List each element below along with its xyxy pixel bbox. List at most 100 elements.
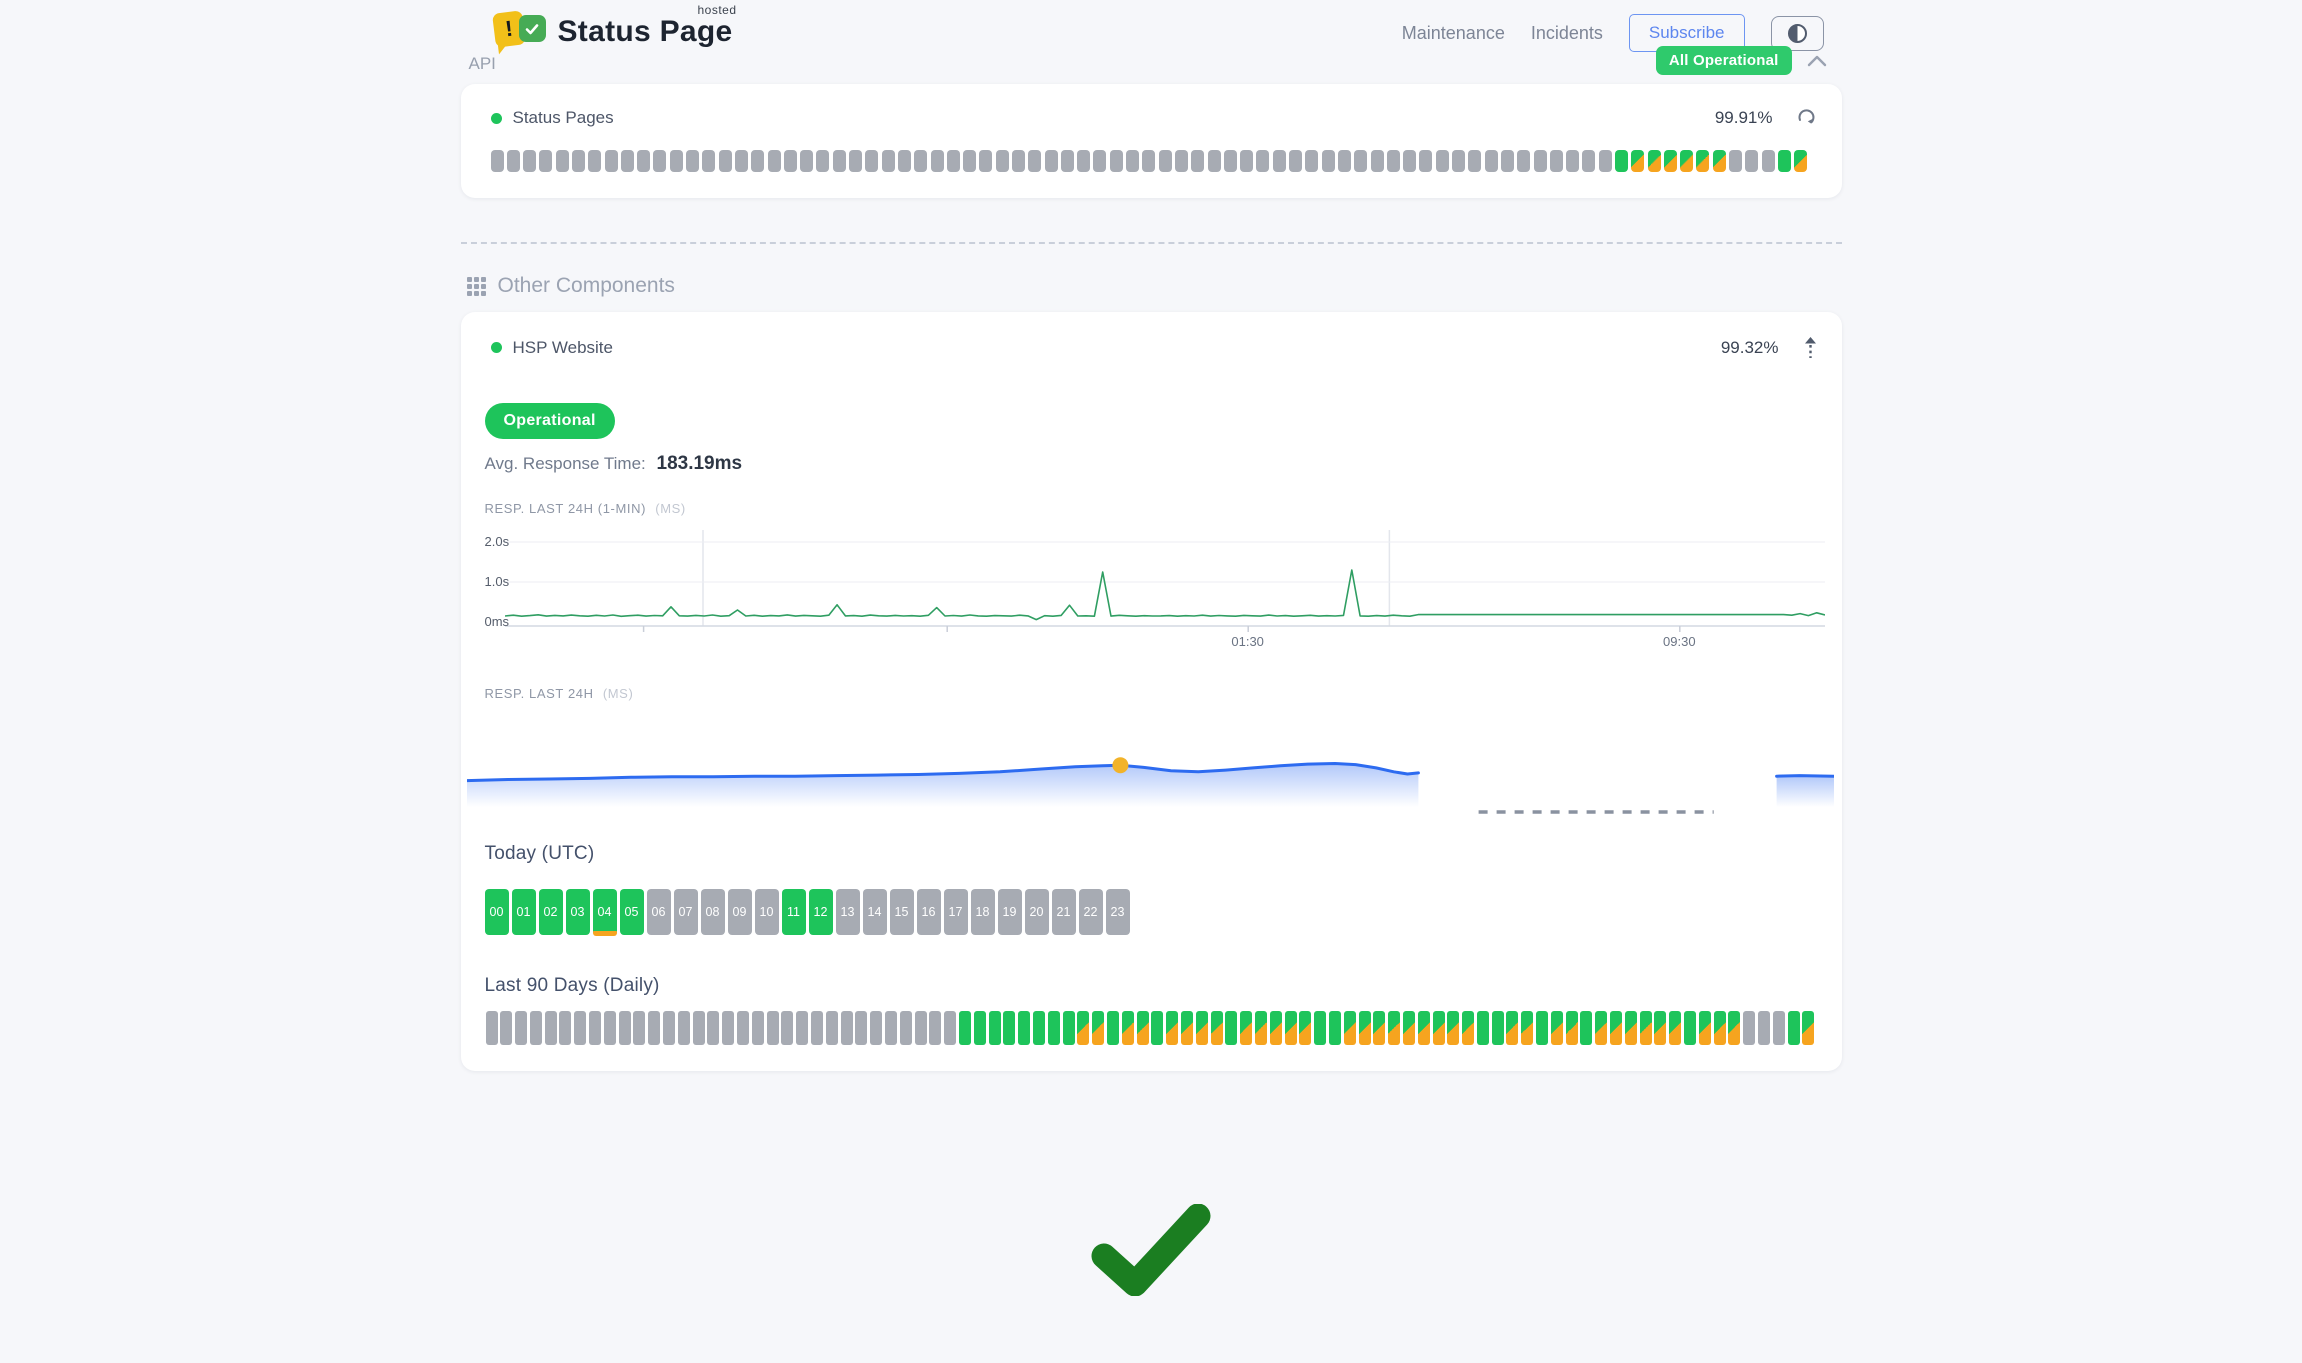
uptime-cell[interactable] [1417, 1011, 1430, 1045]
theme-toggle-button[interactable] [1770, 15, 1824, 51]
uptime-cell[interactable] [1743, 1011, 1756, 1045]
uptime-cell[interactable] [588, 150, 602, 172]
uptime-cell[interactable] [1728, 1011, 1741, 1045]
uptime-cell[interactable] [1225, 1011, 1238, 1045]
uptime-cell[interactable] [1654, 1011, 1667, 1045]
uptime-cell[interactable] [1595, 1011, 1608, 1045]
uptime-cell[interactable] [1207, 150, 1221, 172]
today-hours[interactable]: 00 01 02 03 04 05 06 07 08 09 10 11 12 13 14 15 16 17 18 19… [484, 889, 1818, 936]
last90-day-bars[interactable] [485, 1011, 1818, 1045]
uptime-cell[interactable] [1305, 150, 1319, 172]
uptime-cell[interactable] [767, 150, 781, 172]
uptime-cell[interactable] [800, 150, 814, 172]
arrow-up-dashed-icon[interactable] [1803, 336, 1818, 359]
uptime-cell[interactable] [1432, 1011, 1445, 1045]
refresh-icon[interactable] [1797, 108, 1818, 128]
uptime-cell[interactable] [1028, 150, 1042, 172]
uptime-cell[interactable] [707, 1011, 720, 1045]
uptime-cell[interactable] [515, 1011, 528, 1045]
uptime-cell[interactable] [1358, 1011, 1371, 1045]
uptime-cell[interactable] [620, 150, 634, 172]
uptime-cell[interactable] [1284, 1011, 1297, 1045]
uptime-cell[interactable] [1092, 1011, 1105, 1045]
hour-block[interactable]: 22 [1078, 889, 1103, 935]
hour-block[interactable]: 20 [1024, 889, 1049, 935]
uptime-cell[interactable] [1663, 150, 1677, 172]
uptime-cell[interactable] [1044, 150, 1058, 172]
uptime-cell[interactable] [718, 150, 732, 172]
uptime-cell[interactable] [1639, 1011, 1652, 1045]
uptime-cell[interactable] [1018, 1011, 1031, 1045]
uptime-cell[interactable] [929, 1011, 942, 1045]
uptime-cell[interactable] [1624, 1011, 1637, 1045]
uptime-cell[interactable] [1484, 150, 1498, 172]
uptime-cell[interactable] [1032, 1011, 1045, 1045]
uptime-cell[interactable] [946, 150, 960, 172]
uptime-cell[interactable] [1802, 1011, 1815, 1045]
hour-block[interactable]: 17 [943, 889, 968, 935]
uptime-cell[interactable] [1533, 150, 1547, 172]
uptime-cell[interactable] [881, 150, 895, 172]
uptime-cell[interactable] [897, 150, 911, 172]
uptime-cell[interactable] [1289, 150, 1303, 172]
uptime-cell[interactable] [1240, 1011, 1253, 1045]
uptime-cell[interactable] [1549, 150, 1563, 172]
uptime-cell[interactable] [1402, 1011, 1415, 1045]
uptime-cell[interactable] [751, 150, 765, 172]
chevron-up-icon[interactable] [1806, 54, 1828, 68]
uptime-cell[interactable] [1758, 1011, 1771, 1045]
uptime-cell[interactable] [1517, 150, 1531, 172]
uptime-cell[interactable] [633, 1011, 646, 1045]
hour-block[interactable]: 19 [997, 889, 1022, 935]
uptime-cell[interactable] [702, 150, 716, 172]
uptime-cell[interactable] [574, 1011, 587, 1045]
uptime-cell[interactable] [1566, 150, 1580, 172]
uptime-cell[interactable] [811, 1011, 824, 1045]
uptime-cell[interactable] [1647, 150, 1661, 172]
uptime-cell[interactable] [899, 1011, 912, 1045]
hour-block[interactable]: 01 [511, 889, 536, 935]
uptime-cell[interactable] [1343, 1011, 1356, 1045]
hour-block[interactable]: 11 [781, 889, 806, 935]
uptime-cell[interactable] [1696, 150, 1710, 172]
uptime-cell[interactable] [734, 150, 748, 172]
uptime-cell[interactable] [1047, 1011, 1060, 1045]
uptime-cell[interactable] [1062, 1011, 1075, 1045]
uptime-cell[interactable] [816, 150, 830, 172]
uptime-cell[interactable] [1452, 150, 1466, 172]
uptime-cell[interactable] [1314, 1011, 1327, 1045]
uptime-cell[interactable] [669, 150, 683, 172]
uptime-cell[interactable] [1210, 1011, 1223, 1045]
uptime-cell[interactable] [1669, 1011, 1682, 1045]
hour-block[interactable]: 21 [1051, 889, 1076, 935]
uptime-cell[interactable] [692, 1011, 705, 1045]
uptime-cell[interactable] [1761, 150, 1775, 172]
uptime-cell[interactable] [840, 1011, 853, 1045]
uptime-cell[interactable] [559, 1011, 572, 1045]
uptime-cell[interactable] [1550, 1011, 1563, 1045]
uptime-cell[interactable] [914, 150, 928, 172]
uptime-cell[interactable] [1321, 150, 1335, 172]
uptime-cell[interactable] [1012, 150, 1025, 172]
uptime-cell[interactable] [1254, 1011, 1267, 1045]
uptime-cell[interactable] [677, 1011, 690, 1045]
uptime-cell[interactable] [618, 1011, 631, 1045]
brand-logo[interactable]: ! hosted Status Page [491, 3, 736, 56]
uptime-cell[interactable] [1195, 1011, 1208, 1045]
hour-block[interactable]: 09 [727, 889, 752, 935]
uptime-cell[interactable] [663, 1011, 676, 1045]
uptime-cell[interactable] [988, 1011, 1001, 1045]
uptime-cell[interactable] [722, 1011, 735, 1045]
hour-block[interactable]: 08 [700, 889, 725, 935]
uptime-cell[interactable] [1462, 1011, 1475, 1045]
hour-block[interactable]: 05 [619, 889, 644, 935]
uptime-cell[interactable] [555, 150, 569, 172]
uptime-cell[interactable] [825, 1011, 838, 1045]
uptime-cell[interactable] [1191, 150, 1205, 172]
uptime-cell[interactable] [1491, 1011, 1504, 1045]
uptime-cell[interactable] [1174, 150, 1188, 172]
uptime-cell[interactable] [539, 150, 553, 172]
uptime-cell[interactable] [832, 150, 846, 172]
uptime-cell[interactable] [1447, 1011, 1460, 1045]
uptime-cell[interactable] [637, 150, 651, 172]
